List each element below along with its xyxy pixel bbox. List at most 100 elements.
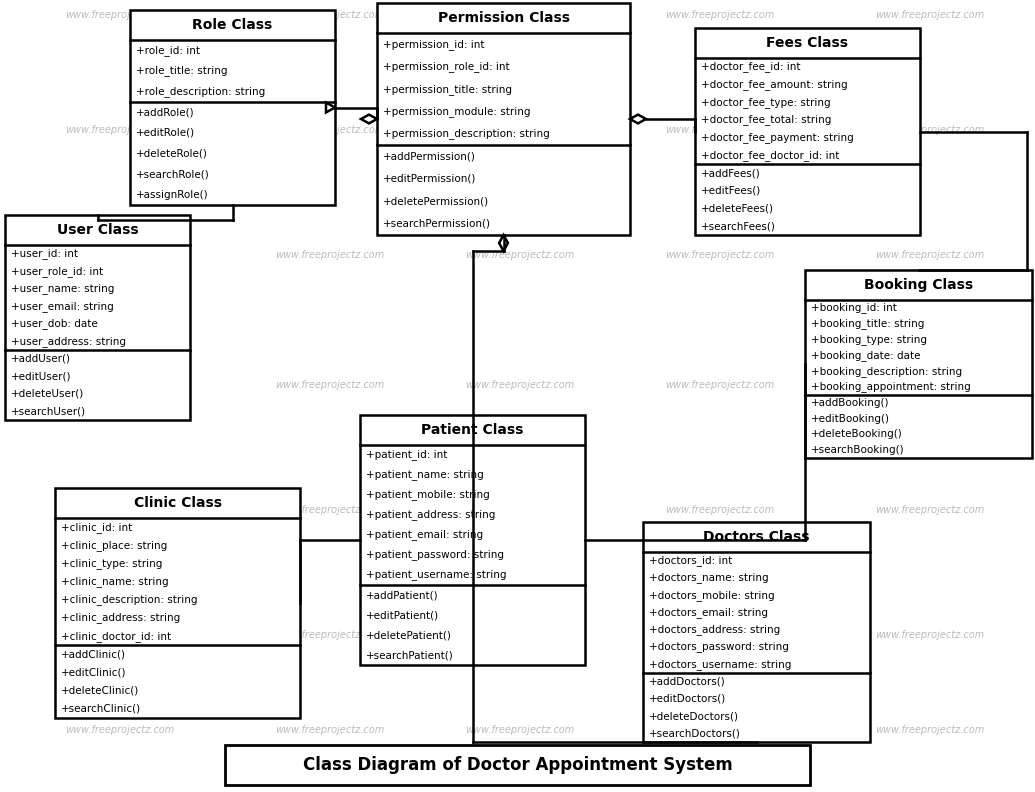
Text: +doctors_password: string: +doctors_password: string: [649, 642, 789, 653]
Text: www.freeprojectz.com: www.freeprojectz.com: [876, 250, 984, 260]
Text: +addClinic(): +addClinic(): [61, 649, 126, 660]
Text: +editPatient(): +editPatient(): [366, 610, 439, 620]
Text: +searchPermission(): +searchPermission(): [383, 219, 491, 229]
Text: www.freeprojectz.com: www.freeprojectz.com: [275, 380, 385, 390]
Text: www.freeprojectz.com: www.freeprojectz.com: [65, 125, 175, 135]
Text: www.freeprojectz.com: www.freeprojectz.com: [666, 250, 774, 260]
Text: www.freeprojectz.com: www.freeprojectz.com: [666, 380, 774, 390]
Text: +patient_email: string: +patient_email: string: [366, 530, 483, 540]
Text: User Class: User Class: [57, 223, 139, 237]
Text: +deleteFees(): +deleteFees(): [701, 204, 774, 214]
Text: +searchUser(): +searchUser(): [11, 406, 86, 417]
Text: +user_address: string: +user_address: string: [11, 336, 126, 347]
Text: +permission_description: string: +permission_description: string: [383, 128, 550, 139]
Text: Role Class: Role Class: [193, 18, 272, 32]
Text: www.freeprojectz.com: www.freeprojectz.com: [666, 725, 774, 735]
Text: +permission_module: string: +permission_module: string: [383, 106, 531, 117]
Text: +searchRole(): +searchRole(): [136, 169, 210, 179]
Text: +addRole(): +addRole(): [136, 107, 195, 117]
Text: +addPatient(): +addPatient(): [366, 590, 439, 600]
Bar: [694, 28, 920, 235]
Text: www.freeprojectz.com: www.freeprojectz.com: [466, 380, 574, 390]
Text: +booking_type: string: +booking_type: string: [811, 334, 927, 345]
Text: +clinic_place: string: +clinic_place: string: [61, 540, 168, 550]
Text: +clinic_doctor_id: int: +clinic_doctor_id: int: [61, 630, 171, 642]
Text: +editRole(): +editRole(): [136, 128, 196, 138]
Text: +deleteDoctors(): +deleteDoctors(): [649, 711, 739, 721]
Text: +editPermission(): +editPermission(): [383, 174, 476, 184]
Text: +addFees(): +addFees(): [701, 168, 761, 178]
Text: www.freeprojectz.com: www.freeprojectz.com: [275, 125, 385, 135]
Text: Class Diagram of Doctor Appointment System: Class Diagram of Doctor Appointment Syst…: [302, 756, 733, 774]
Text: +patient_address: string: +patient_address: string: [366, 509, 496, 520]
Text: Patient Class: Patient Class: [421, 423, 524, 437]
Text: www.freeprojectz.com: www.freeprojectz.com: [275, 630, 385, 640]
Bar: [805, 270, 1032, 458]
Text: www.freeprojectz.com: www.freeprojectz.com: [466, 725, 574, 735]
Text: +clinic_address: string: +clinic_address: string: [61, 612, 180, 623]
Text: +addBooking(): +addBooking(): [811, 398, 889, 408]
Text: +deletePermission(): +deletePermission(): [383, 196, 490, 207]
Text: +searchClinic(): +searchClinic(): [61, 704, 141, 714]
Text: +patient_mobile: string: +patient_mobile: string: [366, 489, 490, 501]
Text: +user_role_id: int: +user_role_id: int: [11, 266, 104, 276]
Bar: [55, 488, 300, 718]
Text: +role_id: int: +role_id: int: [136, 45, 200, 55]
Text: www.freeprojectz.com: www.freeprojectz.com: [876, 725, 984, 735]
Text: +doctors_name: string: +doctors_name: string: [649, 573, 769, 584]
Text: +user_name: string: +user_name: string: [11, 284, 115, 294]
Text: +doctors_username: string: +doctors_username: string: [649, 659, 792, 670]
Text: +user_email: string: +user_email: string: [11, 301, 114, 312]
Text: +doctor_fee_type: string: +doctor_fee_type: string: [701, 97, 831, 108]
Text: +doctor_fee_payment: string: +doctor_fee_payment: string: [701, 132, 854, 143]
Text: www.freeprojectz.com: www.freeprojectz.com: [876, 630, 984, 640]
Text: +clinic_description: string: +clinic_description: string: [61, 594, 198, 605]
Text: +booking_id: int: +booking_id: int: [811, 303, 897, 314]
Text: www.freeprojectz.com: www.freeprojectz.com: [666, 505, 774, 515]
Bar: [360, 415, 585, 665]
Bar: [377, 3, 630, 235]
Text: +permission_role_id: int: +permission_role_id: int: [383, 61, 509, 72]
Text: www.freeprojectz.com: www.freeprojectz.com: [466, 505, 574, 515]
Text: +editDoctors(): +editDoctors(): [649, 694, 727, 704]
Text: Fees Class: Fees Class: [767, 36, 849, 50]
Text: +clinic_id: int: +clinic_id: int: [61, 522, 132, 532]
Text: +permission_title: string: +permission_title: string: [383, 84, 512, 94]
Text: www.freeprojectz.com: www.freeprojectz.com: [876, 380, 984, 390]
Text: +user_id: int: +user_id: int: [11, 249, 78, 259]
Text: +role_description: string: +role_description: string: [136, 86, 265, 97]
Text: www.freeprojectz.com: www.freeprojectz.com: [876, 505, 984, 515]
Text: +deleteUser(): +deleteUser(): [11, 389, 84, 398]
Bar: [643, 522, 870, 742]
Text: +searchDoctors(): +searchDoctors(): [649, 729, 741, 738]
Bar: [130, 10, 335, 205]
Text: +deletePatient(): +deletePatient(): [366, 630, 452, 640]
Text: +permission_id: int: +permission_id: int: [383, 39, 484, 50]
Text: +booking_appointment: string: +booking_appointment: string: [811, 382, 971, 392]
Text: +doctors_id: int: +doctors_id: int: [649, 555, 732, 566]
Text: www.freeprojectz.com: www.freeprojectz.com: [65, 10, 175, 20]
Text: www.freeprojectz.com: www.freeprojectz.com: [65, 250, 175, 260]
Text: +searchFees(): +searchFees(): [701, 221, 776, 231]
Text: www.freeprojectz.com: www.freeprojectz.com: [876, 125, 984, 135]
Text: Booking Class: Booking Class: [864, 278, 973, 292]
Text: +doctor_fee_total: string: +doctor_fee_total: string: [701, 115, 831, 125]
Text: www.freeprojectz.com: www.freeprojectz.com: [65, 380, 175, 390]
Text: +clinic_name: string: +clinic_name: string: [61, 577, 169, 587]
Text: +patient_name: string: +patient_name: string: [366, 470, 483, 481]
Text: www.freeprojectz.com: www.freeprojectz.com: [65, 725, 175, 735]
Text: +addDoctors(): +addDoctors(): [649, 676, 726, 687]
Text: +searchBooking(): +searchBooking(): [811, 445, 905, 455]
Text: +doctors_email: string: +doctors_email: string: [649, 607, 768, 618]
Text: www.freeprojectz.com: www.freeprojectz.com: [466, 630, 574, 640]
Text: +role_title: string: +role_title: string: [136, 66, 228, 76]
Text: Doctors Class: Doctors Class: [703, 530, 809, 544]
Bar: [225, 745, 810, 785]
Text: +deleteRole(): +deleteRole(): [136, 148, 208, 158]
Text: +booking_date: date: +booking_date: date: [811, 350, 920, 360]
Text: +booking_title: string: +booking_title: string: [811, 318, 924, 329]
Text: www.freeprojectz.com: www.freeprojectz.com: [275, 10, 385, 20]
Text: +user_dob: date: +user_dob: date: [11, 318, 97, 329]
Text: +patient_username: string: +patient_username: string: [366, 569, 506, 581]
Text: +clinic_type: string: +clinic_type: string: [61, 558, 162, 569]
